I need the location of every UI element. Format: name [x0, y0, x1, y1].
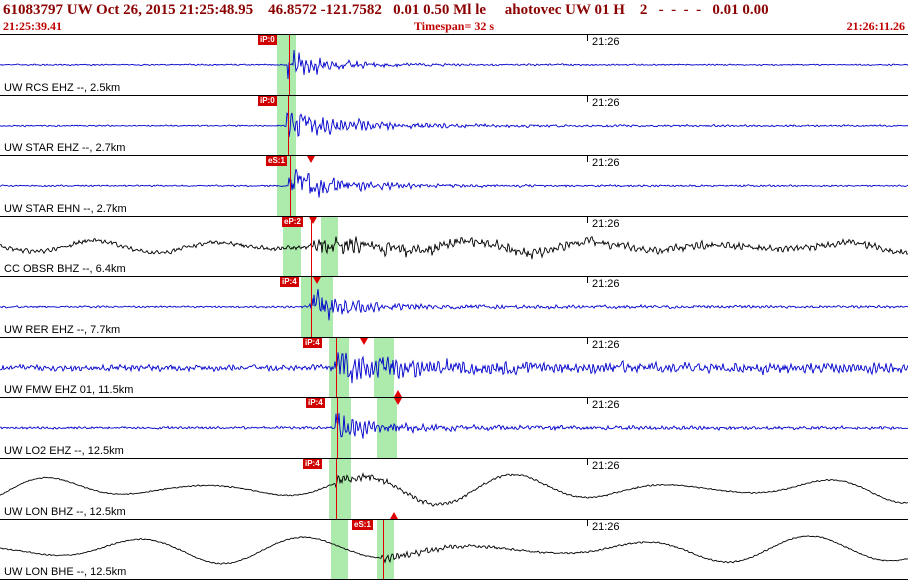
trace-row[interactable]: eS:1 21:26 UW STAR EHN --, 2.7km	[0, 155, 908, 216]
pick-marker-triangle-icon[interactable]	[309, 216, 317, 224]
minute-time-label: 21:26	[592, 96, 620, 109]
window-end-time: 21:26:11.26	[846, 19, 905, 33]
waveform-trace[interactable]	[0, 459, 908, 519]
station-label: UW FMW EHZ 01, 11.5km	[4, 384, 134, 397]
pick-time-line[interactable]	[337, 398, 338, 458]
waveform-trace[interactable]	[0, 217, 908, 277]
pick-flag[interactable]: eP:2	[282, 216, 303, 227]
window-start-time: 21:25:39.41	[3, 19, 62, 33]
pick-flag[interactable]: eS:1	[266, 156, 287, 167]
pick-flag[interactable]: iP:4	[303, 337, 322, 348]
minute-tick	[587, 519, 588, 526]
trace-row[interactable]: iP:0 21:26 UW STAR EHZ --, 2.7km	[0, 94, 908, 156]
pick-flag[interactable]: iP:0	[258, 95, 277, 106]
waveform-trace[interactable]	[0, 35, 908, 95]
trace-row[interactable]: iP:4 21:26 UW FMW EHZ 01, 11.5km	[0, 336, 908, 398]
event-summary-header: 61083797 UW Oct 26, 2015 21:25:48.95 46.…	[3, 2, 769, 18]
pick-marker-triangle-icon[interactable]	[394, 390, 402, 398]
station-label: UW LO2 EHZ --, 12.5km	[4, 444, 124, 457]
pick-window-band	[283, 216, 301, 277]
pick-flag[interactable]: iP:4	[303, 458, 322, 469]
pick-time-line[interactable]	[290, 156, 291, 216]
pick-time-line[interactable]	[311, 216, 312, 277]
station-label: UW RER EHZ --, 7.7km	[4, 323, 121, 336]
pick-marker-triangle-icon[interactable]	[390, 511, 398, 519]
pick-flag[interactable]: iP:4	[280, 277, 299, 288]
pick-window-band	[321, 216, 338, 277]
minute-time-label: 21:26	[592, 278, 620, 291]
minute-tick	[587, 35, 588, 41]
minute-tick	[587, 156, 588, 163]
minute-tick	[587, 458, 588, 465]
minute-tick	[587, 277, 588, 284]
minute-time-label: 21:26	[592, 459, 620, 472]
trace-row[interactable]: eP:2 21:26 CC OBSR BHZ --, 6.4km	[0, 215, 908, 277]
trace-row[interactable]: iP:4 21:26 UW LON BHZ --, 12.5km	[0, 457, 908, 519]
pick-time-line[interactable]	[383, 519, 384, 580]
trace-row[interactable]: iP:0 21:26 UW RCS EHZ --, 2.5km	[0, 34, 908, 95]
trace-row[interactable]: eS:1 21:26 UW LON BHE --, 12.5km	[0, 518, 908, 580]
trace-row[interactable]: iP:4 21:26 UW LO2 EHZ --, 12.5km	[0, 397, 908, 458]
waveform-trace[interactable]	[0, 398, 908, 458]
minute-time-label: 21:26	[592, 157, 620, 170]
pick-time-line[interactable]	[336, 337, 337, 398]
timespan-label: Timespan= 32 s	[414, 19, 494, 33]
pick-flag[interactable]: eS:1	[352, 519, 373, 530]
minute-tick	[587, 398, 588, 405]
pick-marker-triangle-icon[interactable]	[394, 398, 402, 406]
pick-window-band	[329, 458, 351, 519]
minute-time-label: 21:26	[592, 399, 620, 412]
station-label: CC OBSR BHZ --, 6.4km	[4, 263, 126, 276]
pick-window-band	[329, 337, 349, 398]
minute-tick	[587, 95, 588, 102]
minute-time-label: 21:26	[592, 36, 620, 48]
pick-flag[interactable]: iP:0	[258, 35, 277, 45]
station-label: UW LON BHE --, 12.5km	[4, 566, 127, 579]
pick-window-band	[331, 519, 348, 580]
trace-row[interactable]: iP:4 21:26 UW RER EHZ --, 7.7km	[0, 276, 908, 337]
station-label: UW LON BHZ --, 12.5km	[4, 505, 126, 518]
minute-time-label: 21:26	[592, 338, 620, 351]
station-label: UW RCS EHZ --, 2.5km	[4, 81, 121, 94]
pick-time-line[interactable]	[288, 95, 289, 156]
pick-flag[interactable]: iP:4	[306, 398, 325, 409]
pick-time-line[interactable]	[336, 458, 337, 519]
waveform-trace[interactable]	[0, 96, 908, 156]
trace-rows-panel: iP:0 21:26 UW RCS EHZ --, 2.5km iP:0 21:26 UW…	[0, 34, 908, 580]
waveform-trace[interactable]	[0, 520, 908, 580]
waveform-trace[interactable]	[0, 277, 908, 337]
pick-time-line[interactable]	[311, 277, 312, 337]
pick-window-band	[331, 398, 351, 458]
pick-marker-triangle-icon[interactable]	[360, 337, 368, 345]
minute-tick	[587, 216, 588, 223]
pick-marker-triangle-icon[interactable]	[313, 277, 321, 285]
time-window-header: 21:25:39.41 Timespan= 32 s 21:26:11.26	[0, 19, 908, 34]
pick-window-band	[377, 519, 394, 580]
pick-time-line[interactable]	[289, 35, 290, 95]
minute-tick	[587, 337, 588, 344]
station-label: UW STAR EHZ --, 2.7km	[4, 142, 126, 155]
minute-time-label: 21:26	[592, 520, 620, 533]
waveform-trace[interactable]	[0, 156, 908, 216]
waveform-trace[interactable]	[0, 338, 908, 398]
pick-window-band	[277, 95, 296, 156]
minute-time-label: 21:26	[592, 217, 620, 230]
station-label: UW STAR EHN --, 2.7km	[4, 202, 127, 215]
pick-marker-triangle-icon[interactable]	[307, 156, 315, 164]
